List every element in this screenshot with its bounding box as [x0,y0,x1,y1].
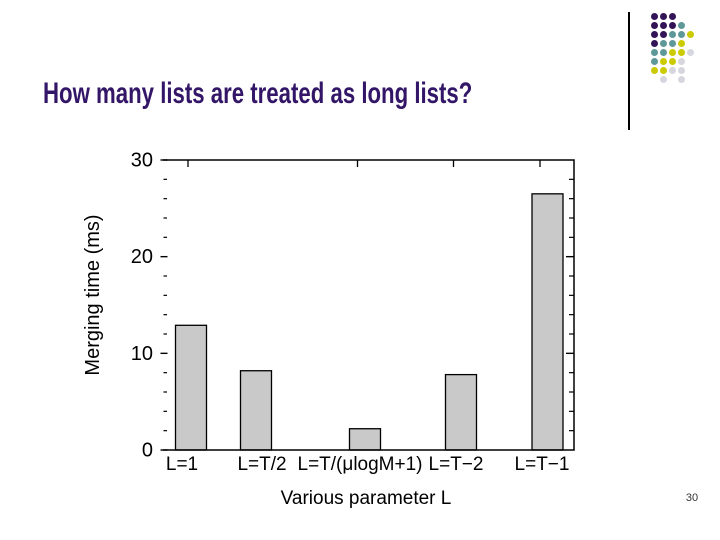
dot [651,13,658,20]
dot [651,31,658,38]
dot [660,49,667,56]
dot [651,67,658,74]
divider-line [628,12,630,130]
dot [678,58,685,65]
dot [651,40,658,47]
dot [678,49,685,56]
dot [651,49,658,56]
dot [678,22,685,29]
bar-L=T/(μlogM+1) [348,428,382,451]
x-tick-label: L=1 [166,454,198,475]
plot-frame [163,159,575,451]
dot [678,40,685,47]
dot [669,67,676,74]
y-tick-label: 10 [131,343,153,365]
dot [660,31,667,38]
y-tick-label: 30 [131,150,153,172]
dot [669,13,676,20]
dot [660,40,667,47]
dot [660,13,667,20]
dot [678,31,685,38]
dot [669,49,676,56]
dot [660,76,667,83]
page-number: 30 [685,492,699,504]
dot [669,40,676,47]
x-tick-label: L=T−1 [515,454,570,475]
bar-L=T−2 [444,373,478,451]
y-axis-title: Merging time (ms) [82,214,104,375]
slide-title: How many lists are treated as long lists… [43,77,473,110]
dot [678,67,685,74]
dot [687,49,694,56]
bar-L=1 [174,324,208,451]
dot [678,76,685,83]
dot [687,31,694,38]
dot [669,58,676,65]
bar-L=T/2 [239,370,273,451]
dot [660,22,667,29]
dot [660,67,667,74]
x-tick-label: L=T/(μlogM+1) [298,454,423,475]
x-tick-label: L=T/2 [237,454,286,475]
x-axis-title: Various parameter L [281,488,452,509]
dot [660,58,667,65]
dot [651,58,658,65]
y-tick-label: 0 [142,440,153,462]
dot [669,31,676,38]
dot-pattern-decoration [651,13,699,88]
bar-L=T−1 [531,193,564,451]
y-tick-label: 20 [131,246,153,268]
dot [669,22,676,29]
dot [651,22,658,29]
x-tick-label: L=T−2 [429,454,484,475]
